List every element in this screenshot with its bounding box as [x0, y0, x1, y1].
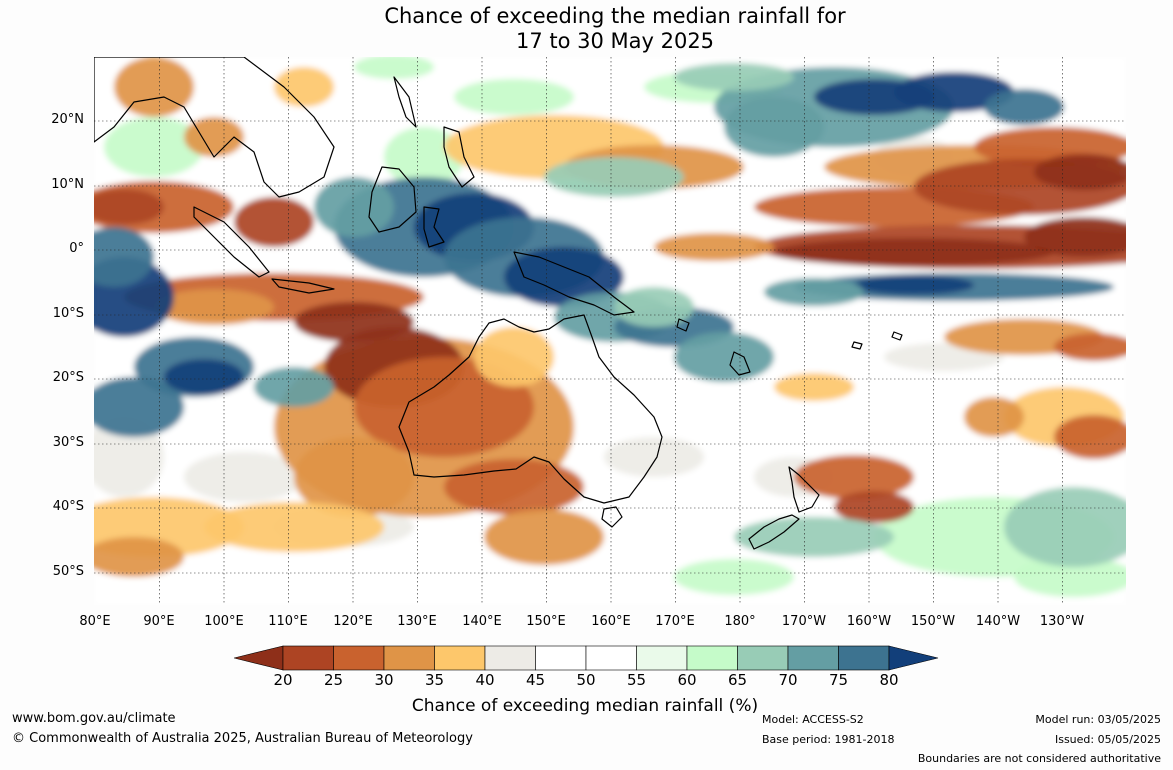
- colorbar-tick: 55: [626, 671, 647, 689]
- lon-label-140w: 140°W: [975, 614, 1021, 629]
- colorbar-segment: [636, 645, 688, 671]
- lon-label-130w: 130°W: [1039, 614, 1085, 629]
- lon-label-160e: 160°E: [591, 614, 631, 629]
- colorbar-segment: [838, 645, 890, 671]
- lat-label-30s: 30°S: [52, 435, 84, 450]
- colorbar-tick: 20: [273, 671, 293, 689]
- lat-label-20n: 20°N: [51, 112, 84, 127]
- lon-label-110e: 110°E: [268, 614, 308, 629]
- lon-label-100e: 100°E: [204, 614, 244, 629]
- colorbar-segment: [333, 645, 385, 671]
- colorbar-segments: [234, 645, 939, 671]
- lon-label-120e: 120°E: [333, 614, 373, 629]
- base-period: Base period: 1981-2018: [762, 733, 895, 746]
- map-title: Chance of exceeding the median rainfall …: [0, 4, 1173, 54]
- lon-label-170w: 170°W: [781, 614, 827, 629]
- lon-label-140e: 140°E: [462, 614, 502, 629]
- colorbar-tick: 65: [727, 671, 748, 689]
- colorbar-segment: [737, 645, 789, 671]
- colorbar-tick: 80: [879, 671, 899, 689]
- colorbar-segment: [484, 645, 536, 671]
- coastlines: [94, 57, 903, 550]
- lon-label-90e: 90°E: [143, 614, 175, 629]
- colorbar-tick: 25: [323, 671, 344, 689]
- colorbar-segment: [282, 645, 334, 671]
- colorbar-segment: [787, 645, 839, 671]
- lat-label-50s: 50°S: [52, 564, 84, 579]
- colorbar-segment: [686, 645, 738, 671]
- model-name: Model: ACCESS-S2: [762, 713, 864, 726]
- lat-label-10n: 10°N: [51, 177, 84, 192]
- colorbar: [234, 645, 939, 671]
- map-canvas: [94, 57, 1126, 605]
- lon-label-160w: 160°W: [846, 614, 892, 629]
- lon-label-170e: 170°E: [655, 614, 695, 629]
- colorbar-segment: [434, 645, 486, 671]
- colorbar-tick: 40: [475, 671, 495, 689]
- lat-label-10s: 10°S: [52, 306, 84, 321]
- colorbar-tick: 45: [525, 671, 546, 689]
- lon-label-150w: 150°W: [910, 614, 956, 629]
- colorbar-tick: 35: [424, 671, 445, 689]
- colorbar-arrow-high: [888, 645, 939, 671]
- copyright: © Commonwealth of Australia 2025, Austra…: [12, 731, 473, 746]
- probability-field: [94, 57, 1126, 605]
- source-url: www.bom.gov.au/climate: [12, 711, 176, 726]
- issued-date: Issued: 05/05/2025: [1054, 733, 1161, 746]
- colorbar-segment: [585, 645, 637, 671]
- title-line-1: Chance of exceeding the median rainfall …: [384, 4, 846, 28]
- colorbar-label: Chance of exceeding median rainfall (%): [411, 696, 759, 716]
- lon-label-180: 180°: [724, 614, 756, 629]
- colorbar-segment: [383, 645, 435, 671]
- colorbar-tick: 70: [778, 671, 798, 689]
- lon-label-80e: 80°E: [79, 614, 111, 629]
- lat-label-0: 0°: [69, 241, 84, 256]
- colorbar-tick: 60: [677, 671, 697, 689]
- colorbar-tick: 30: [374, 671, 394, 689]
- lat-label-20s: 20°S: [52, 370, 84, 385]
- colorbar-tick: 75: [828, 671, 849, 689]
- colorbar-tick: 50: [576, 671, 596, 689]
- title-line-2: 17 to 30 May 2025: [515, 29, 715, 53]
- colorbar-segment: [535, 645, 587, 671]
- lat-label-40s: 40°S: [52, 499, 84, 514]
- model-run-date: Model run: 03/05/2025: [1035, 713, 1161, 726]
- lon-label-130e: 130°E: [397, 614, 437, 629]
- lon-label-150e: 150°E: [526, 614, 566, 629]
- rainfall-probability-map: [94, 57, 1126, 605]
- colorbar-arrow-low: [234, 645, 284, 671]
- boundaries-disclaimer: Boundaries are not considered authoritat…: [917, 752, 1161, 765]
